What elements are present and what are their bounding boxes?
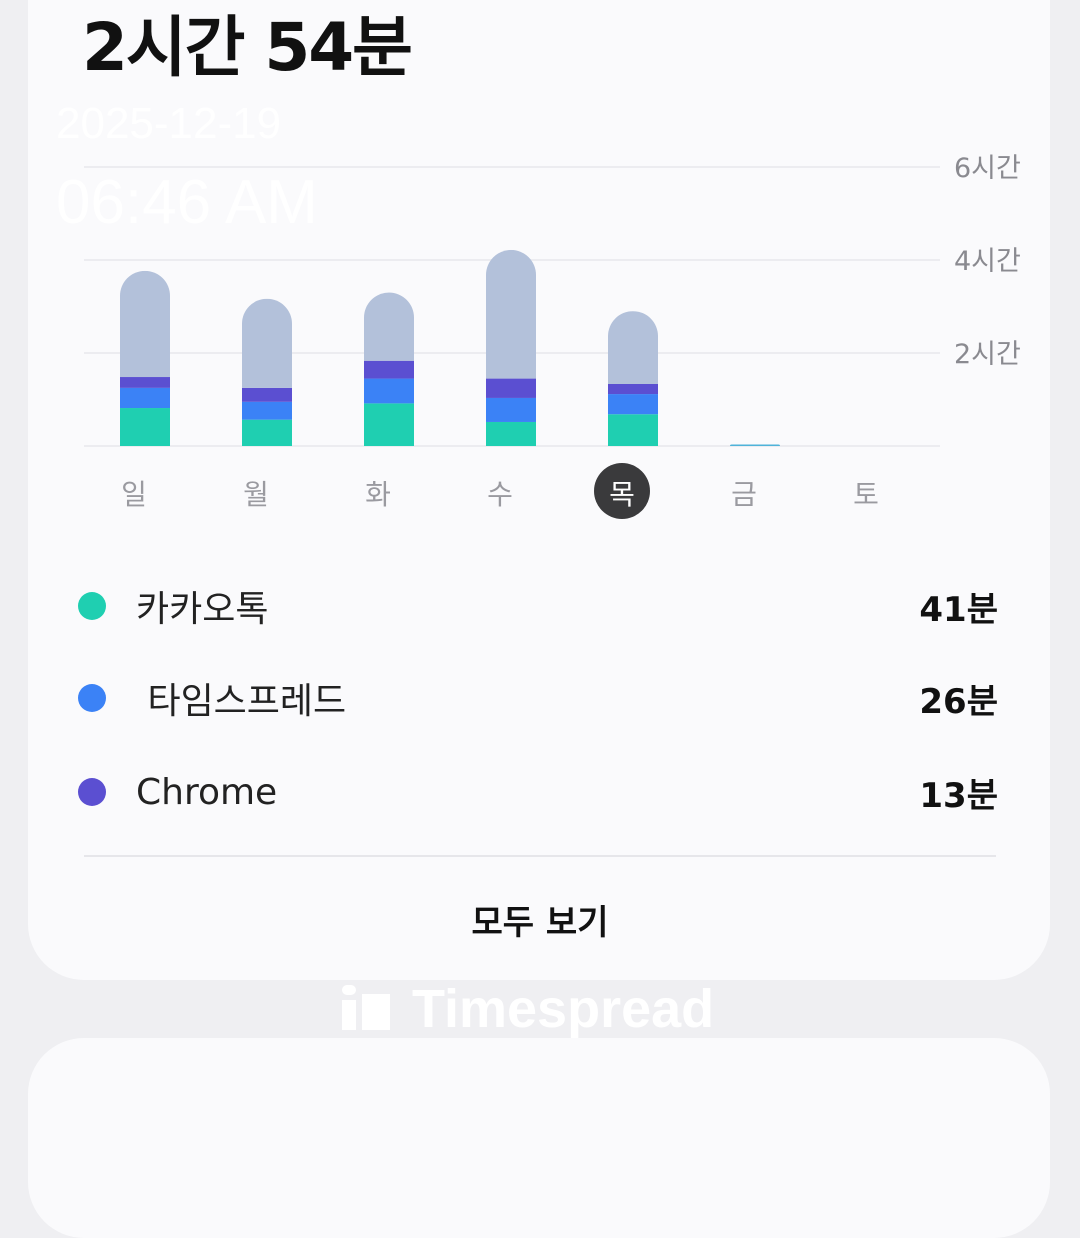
bar-segment — [242, 401, 292, 420]
y-tick-label: 4시간 — [954, 246, 1021, 277]
overlay-time: 06:46 AM — [56, 168, 318, 237]
app-name: Chrome — [136, 771, 278, 813]
legend-item[interactable]: 타임스프레드 26분 — [78, 668, 998, 728]
bar-segment — [242, 298, 292, 388]
y-tick-label: 2시간 — [954, 339, 1021, 370]
legend-dot — [78, 592, 106, 620]
bar-목 — [608, 311, 658, 446]
bar-segment — [608, 394, 658, 415]
legend-item[interactable]: 카카오톡 41분 — [78, 576, 998, 636]
bar-금 — [730, 444, 780, 446]
selected-day-indicator — [594, 463, 650, 519]
x-tick-label[interactable]: 목 — [609, 478, 635, 511]
bar-월 — [242, 298, 292, 446]
bar-수 — [486, 249, 536, 446]
app-time: 26분 — [919, 681, 998, 722]
see-all-button[interactable]: 모두 보기 — [471, 903, 609, 943]
bar-segment — [486, 421, 536, 446]
x-tick-label[interactable]: 토 — [853, 478, 879, 511]
app-name: 타임스프레드 — [136, 681, 347, 722]
bar-segment — [242, 419, 292, 446]
x-tick-label[interactable]: 월 — [243, 478, 269, 511]
divider — [84, 855, 996, 857]
x-tick-label[interactable]: 수 — [487, 478, 513, 511]
brand-name: Timespread — [412, 979, 715, 1039]
app-name: 카카오톡 — [136, 589, 269, 630]
bar-segment — [364, 360, 414, 379]
x-tick-label[interactable]: 금 — [731, 478, 757, 511]
overlay-date: 2025-12-19 — [56, 99, 282, 148]
bar-segment — [364, 292, 414, 361]
bar-화 — [364, 292, 414, 446]
bar-segment — [120, 377, 170, 388]
next-card — [28, 1038, 1050, 1238]
bar-segment — [120, 270, 170, 378]
bar-segment — [242, 387, 292, 402]
y-tick-label: 6시간 — [954, 153, 1021, 184]
bar-일 — [120, 270, 170, 446]
timespread-watermark: Timespread — [342, 978, 714, 1040]
bar-segment — [120, 387, 170, 409]
app-time: 13분 — [919, 775, 998, 816]
screen-time-card — [28, 0, 1050, 980]
bar-segment — [608, 311, 658, 384]
legend-item[interactable]: Chrome 13분 — [78, 762, 998, 822]
legend-dot — [78, 778, 106, 806]
legend-dot — [78, 684, 106, 712]
bar-segment — [608, 414, 658, 446]
bar-segment — [120, 408, 170, 446]
bar-segment — [608, 384, 658, 395]
bar-segment — [364, 378, 414, 404]
bar-segment — [486, 397, 536, 422]
bar-segment — [730, 444, 780, 446]
bar-segment — [486, 378, 536, 398]
bar-segment — [486, 249, 536, 379]
total-usage: 2시간 54분 — [82, 9, 413, 86]
logo-icon — [342, 985, 390, 1030]
app-time: 41분 — [919, 589, 998, 630]
x-tick-label[interactable]: 화 — [365, 478, 391, 511]
bar-segment — [364, 403, 414, 446]
x-tick-label[interactable]: 일 — [121, 478, 147, 511]
